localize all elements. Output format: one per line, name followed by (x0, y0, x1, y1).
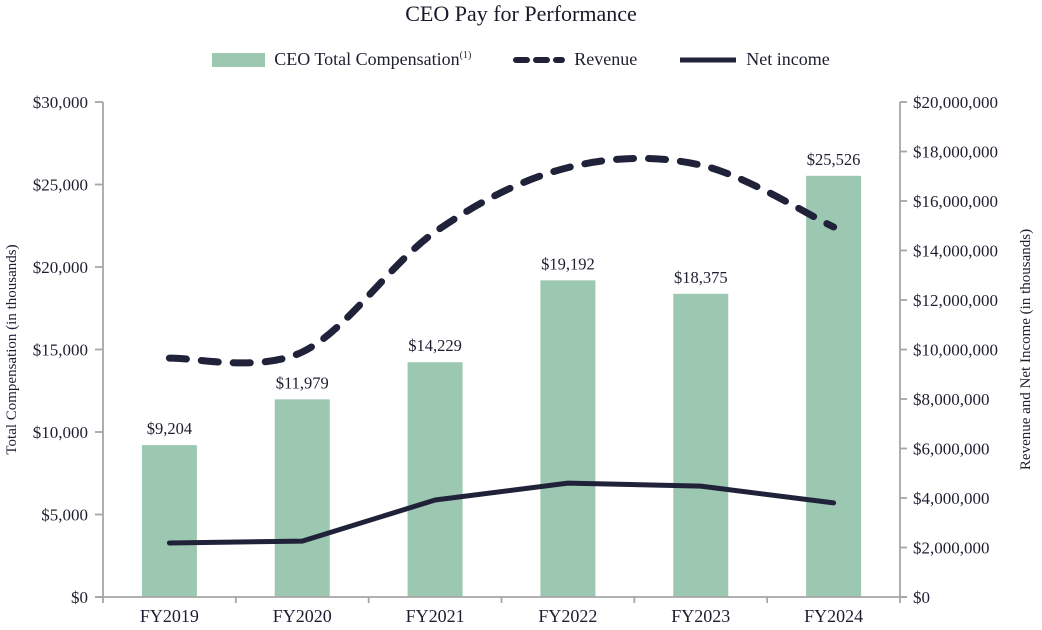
legend-label-net-income: Net income (746, 49, 830, 69)
category-label-FY2022: FY2022 (538, 606, 597, 626)
bar-data-label-FY2022: $19,192 (541, 254, 595, 273)
revenue-line (165, 154, 838, 367)
right-axis-tick-label: $16,000,000 (913, 192, 998, 211)
bar-FY2024 (806, 175, 862, 598)
bar-FY2021 (407, 362, 463, 597)
right-axis-tick-label: $2,000,000 (913, 539, 990, 558)
solid-line-icon (680, 57, 737, 62)
legend-label-revenue: Revenue (574, 49, 638, 69)
right-axis-title: Revenue and Net Income (in thousands) (1018, 229, 1034, 470)
category-label-FY2024: FY2024 (804, 606, 863, 626)
bar-FY2020 (274, 399, 330, 597)
bar-data-label-FY2019: $9,204 (147, 419, 192, 438)
chart-title: CEO Pay for Performance (405, 1, 637, 26)
category-label-FY2019: FY2019 (140, 606, 199, 626)
left-axis-tick-label: $0 (71, 588, 88, 607)
bar-data-label-FY2024: $25,526 (807, 150, 861, 169)
bar-data-label-FY2023: $18,375 (674, 268, 728, 287)
bar-swatch-icon (212, 52, 266, 67)
category-label-FY2021: FY2021 (406, 606, 465, 626)
right-axis-tick-label: $12,000,000 (913, 291, 998, 310)
chart-legend: CEO Total Compensation(1) Revenue Net in… (0, 49, 1042, 70)
right-axis-tick-label: $18,000,000 (913, 143, 998, 162)
category-label-FY2023: FY2023 (671, 606, 730, 626)
right-axis-tick-label: $4,000,000 (913, 489, 990, 508)
legend-item-net-income: Net income (679, 49, 830, 70)
right-axis-tick-label: $8,000,000 (913, 390, 990, 409)
left-axis-tick-label: $20,000 (33, 258, 88, 277)
legend-item-revenue: Revenue (513, 49, 637, 70)
bar-data-label-FY2021: $14,229 (408, 336, 462, 355)
left-axis-title: Total Compensation (in thousands) (4, 244, 20, 454)
net-income-line (166, 480, 837, 546)
left-axis-tick-label: $30,000 (33, 93, 88, 112)
left-axis-tick-label: $15,000 (33, 341, 88, 360)
right-axis-tick-label: $6,000,000 (913, 440, 990, 459)
bar-data-label-FY2020: $11,979 (276, 373, 329, 392)
left-axis-tick-label: $25,000 (33, 176, 88, 195)
right-axis-tick-label: $20,000,000 (913, 93, 998, 112)
bar-FY2023 (673, 293, 729, 597)
dashed-line-icon (513, 56, 566, 63)
bar-FY2019 (141, 445, 197, 597)
legend-label-ceo-total-compensation: CEO Total Compensation(1) (274, 49, 472, 69)
bar-FY2022 (540, 280, 596, 597)
right-axis-tick-label: $14,000,000 (913, 242, 998, 261)
left-axis-tick-label: $5,000 (41, 506, 88, 525)
legend-item-ceo-total-compensation: CEO Total Compensation(1) (212, 49, 471, 70)
category-label-FY2020: FY2020 (273, 606, 332, 626)
left-axis-tick-label: $10,000 (33, 423, 88, 442)
right-axis-tick-label: $0 (913, 588, 930, 607)
right-axis-tick-label: $10,000,000 (913, 341, 998, 360)
